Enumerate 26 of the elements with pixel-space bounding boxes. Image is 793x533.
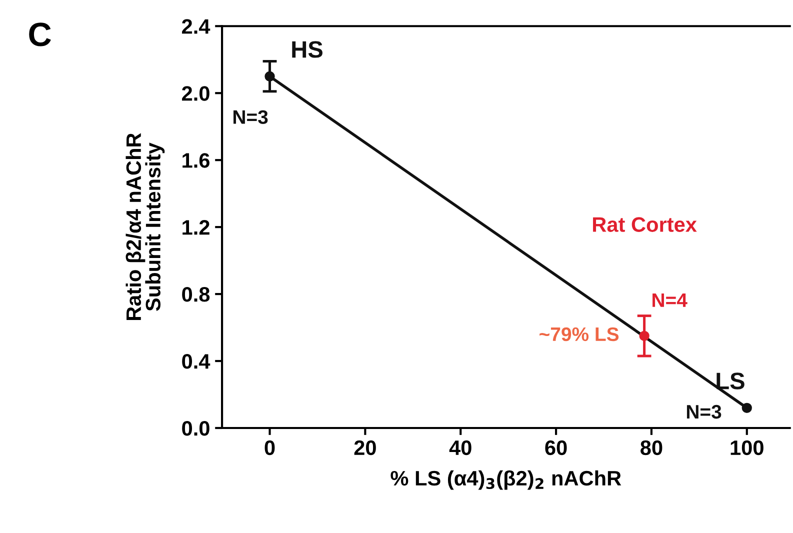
text: Rat Cortex: [593, 217, 697, 232]
x-axis-title: % LS (α4)$_{3}$(β2)$_{2}$ nAChR: [390, 470, 622, 490]
text: C: [29, 22, 51, 46]
annotation: LS: [716, 372, 744, 390]
x-tick-label: 40: [449, 440, 472, 456]
y-tick-label: 2.4: [182, 19, 210, 34]
y-tick-label: 1.6: [182, 153, 210, 168]
y-tick-label: 1.2: [182, 220, 210, 235]
point: [742, 402, 752, 413]
y-tick-label: 0.8: [182, 287, 210, 302]
point: [639, 330, 650, 341]
x-tick-label: 100: [730, 440, 764, 456]
point: [264, 71, 275, 82]
annotation: N=4: [652, 293, 688, 307]
y-tick-label: 0.4: [182, 354, 210, 369]
annotation: N=3: [686, 404, 722, 419]
y-tick-label: 2.0: [182, 86, 210, 101]
x-tick-label: 60: [545, 440, 567, 456]
annotation: N=3: [234, 110, 268, 124]
x-tick-label: 80: [640, 440, 662, 456]
annotation: HS: [292, 41, 322, 58]
y-axis-title: Ratio β2/α4 nAChR Subunit Intensity: [126, 133, 165, 320]
y-tick-label: 0.0: [182, 421, 210, 436]
x-tick-label: 20: [354, 440, 376, 456]
annotation: ~79% LS: [540, 327, 619, 342]
x-tick-label: 0: [264, 440, 275, 456]
